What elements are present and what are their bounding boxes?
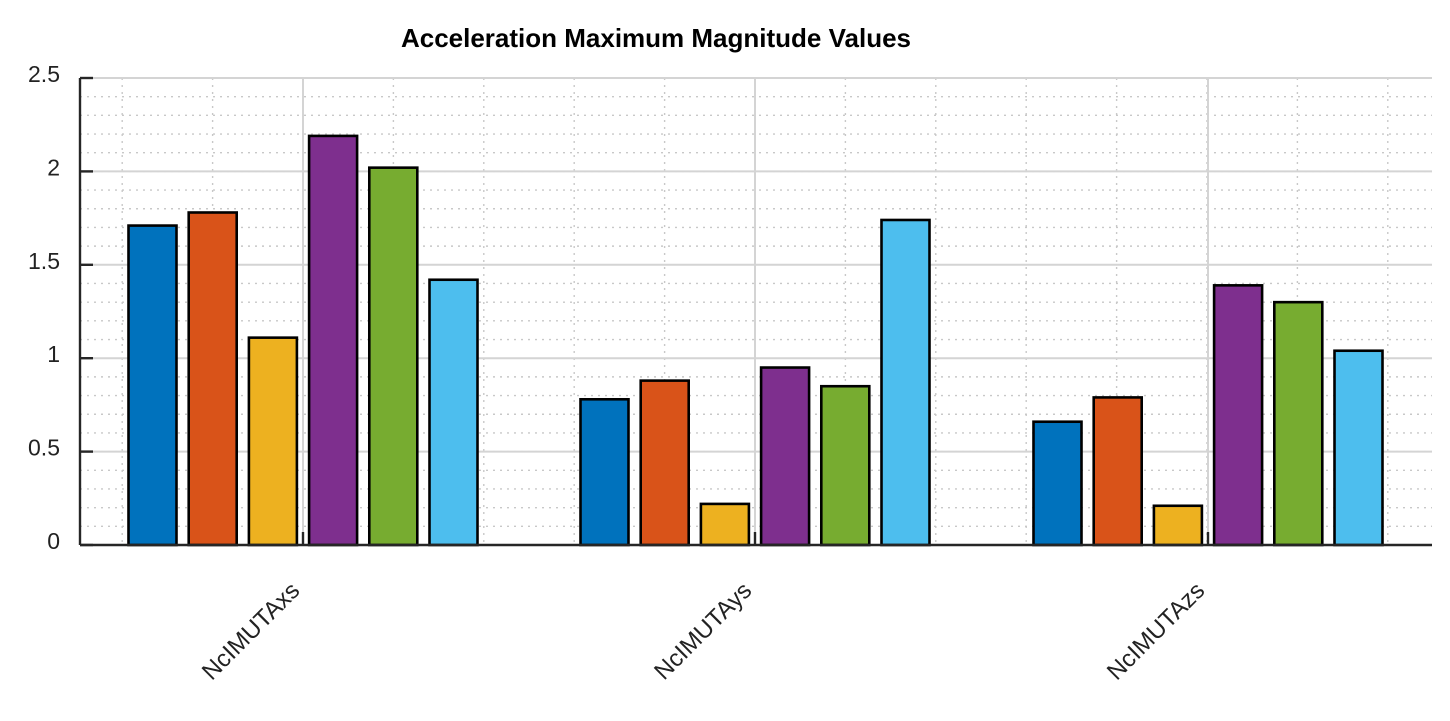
y-tick-label: 0.5 [28,435,60,461]
bar [639,379,691,547]
y-tick-label: 2.5 [28,61,60,87]
bar [759,366,811,547]
bar [1273,300,1324,547]
bar [880,218,931,547]
bar [1152,504,1204,547]
bar [1333,349,1384,547]
y-tick-label: 0 [47,528,60,554]
y-tick-label: 1 [47,341,60,367]
bar [187,211,238,547]
bar [1032,420,1083,547]
bar [1212,284,1264,547]
x-tick-label: NcIMUTAys [649,577,757,685]
y-tick-label: 1.5 [28,248,60,274]
bar [367,166,419,547]
bar [307,134,359,547]
bar [428,278,479,547]
bar [127,224,178,547]
x-tick-label: NcIMUTAzs [1102,577,1210,685]
x-tick-label: NcIMUTAxs [197,577,305,685]
bar [247,336,299,547]
axes [78,76,1432,547]
chart-title: Acceleration Maximum Magnitude Values [401,23,911,53]
bar [579,397,630,547]
y-tick-label: 2 [47,154,60,180]
bar [699,502,751,547]
bar [1092,396,1143,547]
bar [819,384,871,547]
